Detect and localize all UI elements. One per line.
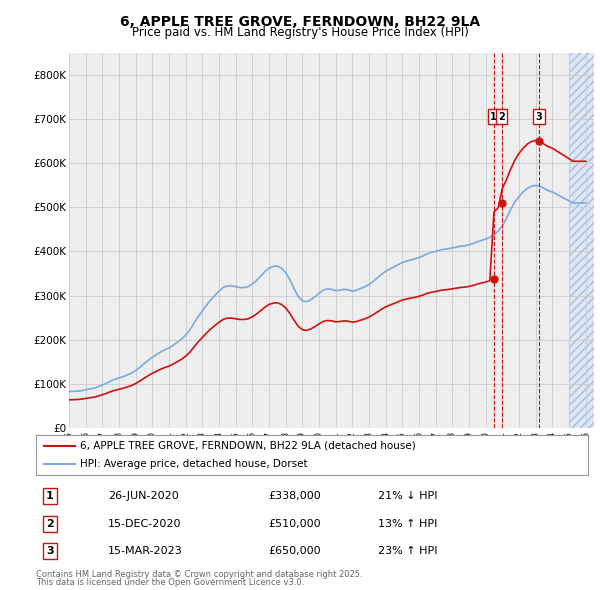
Text: 21% ↓ HPI: 21% ↓ HPI	[378, 491, 438, 502]
Text: 2: 2	[498, 112, 505, 122]
Text: £510,000: £510,000	[268, 519, 320, 529]
Text: Price paid vs. HM Land Registry's House Price Index (HPI): Price paid vs. HM Land Registry's House …	[131, 26, 469, 39]
Text: 13% ↑ HPI: 13% ↑ HPI	[378, 519, 437, 529]
Text: 26-JUN-2020: 26-JUN-2020	[108, 491, 179, 502]
Text: 2: 2	[46, 519, 53, 529]
Text: 1: 1	[46, 491, 53, 502]
Text: 15-MAR-2023: 15-MAR-2023	[108, 546, 182, 556]
Bar	[569, 53, 594, 428]
Text: 1: 1	[490, 112, 497, 122]
Bar	[569, 53, 594, 428]
Text: 3: 3	[46, 546, 53, 556]
Text: 23% ↑ HPI: 23% ↑ HPI	[378, 546, 438, 556]
Text: £650,000: £650,000	[268, 546, 320, 556]
Text: 6, APPLE TREE GROVE, FERNDOWN, BH22 9LA (detached house): 6, APPLE TREE GROVE, FERNDOWN, BH22 9LA …	[80, 441, 416, 451]
Text: 15-DEC-2020: 15-DEC-2020	[108, 519, 181, 529]
Text: £338,000: £338,000	[268, 491, 320, 502]
Text: Contains HM Land Registry data © Crown copyright and database right 2025.: Contains HM Land Registry data © Crown c…	[36, 570, 362, 579]
Text: 3: 3	[536, 112, 542, 122]
Text: HPI: Average price, detached house, Dorset: HPI: Average price, detached house, Dors…	[80, 459, 308, 469]
Text: This data is licensed under the Open Government Licence v3.0.: This data is licensed under the Open Gov…	[36, 578, 304, 587]
Text: 6, APPLE TREE GROVE, FERNDOWN, BH22 9LA: 6, APPLE TREE GROVE, FERNDOWN, BH22 9LA	[120, 15, 480, 30]
